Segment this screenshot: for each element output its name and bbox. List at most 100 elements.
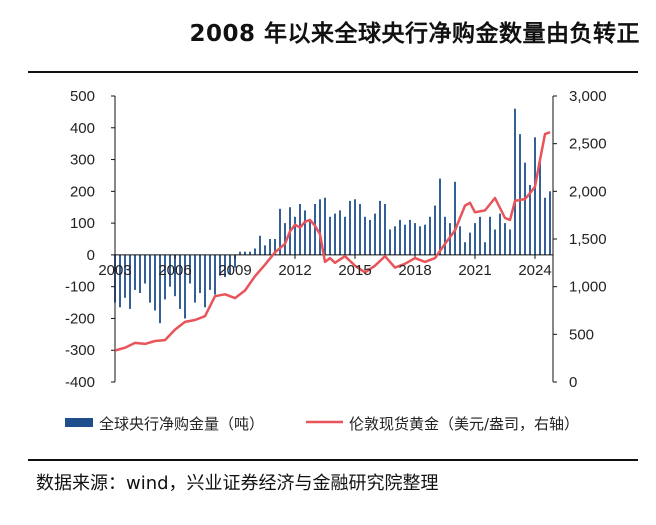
left-tick-label: 100 <box>70 215 95 232</box>
bar <box>284 223 286 255</box>
bar <box>419 226 421 255</box>
bar <box>474 223 476 255</box>
bar <box>134 254 136 290</box>
bar <box>409 219 411 255</box>
right-tick-label: 3,000 <box>569 88 607 105</box>
bar <box>204 254 206 308</box>
bar <box>439 178 441 255</box>
bar <box>189 254 191 284</box>
bar <box>354 199 356 255</box>
left-tick-label: -400 <box>65 374 95 391</box>
bar <box>199 254 201 293</box>
right-tick-label: 2,500 <box>569 136 607 153</box>
tick-labels: -400 -300 -200 -100 0 100 200 300 400 500 0 500 1,00… <box>65 88 607 391</box>
bar <box>359 204 361 255</box>
bar <box>194 254 196 303</box>
bar <box>259 235 261 255</box>
left-tick-label: 300 <box>70 152 95 169</box>
bar <box>364 216 366 255</box>
bar <box>209 254 211 290</box>
bar <box>184 254 186 319</box>
bar <box>119 254 121 308</box>
bar <box>379 200 381 255</box>
bar <box>139 254 141 293</box>
legend-line-label: 伦敦现货黄金（美元/盎司，右轴） <box>349 415 579 433</box>
bar <box>429 216 431 255</box>
bar <box>334 213 336 255</box>
x-tick-label: 2012 <box>278 262 311 279</box>
right-tick-label: 0 <box>569 374 577 391</box>
bar <box>539 159 541 255</box>
left-tick-label: -100 <box>65 279 95 296</box>
bar <box>509 229 511 255</box>
bar <box>144 254 146 284</box>
bar-series <box>114 108 551 324</box>
bar <box>254 248 256 255</box>
bar <box>349 200 351 255</box>
bar <box>224 254 226 278</box>
bar <box>464 242 466 255</box>
bar <box>124 254 126 298</box>
bar <box>274 239 276 255</box>
bar <box>504 223 506 255</box>
bar <box>369 219 371 255</box>
bar <box>234 254 236 268</box>
left-tick-label: 0 <box>87 247 95 264</box>
bar <box>434 205 436 255</box>
bar <box>174 254 176 297</box>
bar <box>229 254 231 274</box>
source-divider <box>28 459 638 461</box>
left-tick-label: -300 <box>65 342 95 359</box>
right-tick-label: 500 <box>569 326 594 343</box>
bar <box>294 216 296 255</box>
bar <box>454 181 456 255</box>
bar <box>244 251 246 255</box>
bar <box>324 197 326 255</box>
source-note: 数据来源：wind，兴业证券经济与金融研究院整理 <box>36 473 439 494</box>
bar <box>154 254 156 311</box>
bar <box>404 224 406 255</box>
bar <box>159 254 161 324</box>
bar <box>494 229 496 255</box>
legend: 全球央行净购金量（吨） 伦敦现货黄金（美元/盎司，右轴） <box>65 415 579 433</box>
bar <box>414 223 416 255</box>
bar <box>549 191 551 255</box>
legend-bar-label: 全球央行净购金量（吨） <box>99 415 264 433</box>
bar <box>374 213 376 255</box>
bar <box>384 204 386 255</box>
bar <box>129 254 131 309</box>
right-tick-label: 1,000 <box>569 279 607 296</box>
bar <box>269 239 271 255</box>
x-tick-label: 2015 <box>338 262 371 279</box>
title-divider <box>28 71 638 73</box>
bar <box>149 254 151 303</box>
bar <box>214 254 216 295</box>
bar <box>469 232 471 255</box>
x-tick-label: 2003 <box>98 262 131 279</box>
gold-price-line <box>114 131 551 352</box>
bar <box>164 254 166 300</box>
x-tick-label: 2009 <box>218 262 251 279</box>
left-tick-label: 500 <box>70 88 95 105</box>
bar <box>389 229 391 255</box>
bar <box>529 185 531 255</box>
bar <box>249 251 251 255</box>
bar <box>444 216 446 255</box>
bar <box>489 216 491 255</box>
bar <box>264 245 266 255</box>
bar <box>519 134 521 255</box>
bar <box>309 219 311 255</box>
bar <box>479 216 481 255</box>
bar <box>239 251 241 255</box>
bar <box>279 208 281 255</box>
x-tick-label: 2021 <box>458 262 491 279</box>
right-tick-label: 2,000 <box>569 183 607 200</box>
bar <box>299 204 301 255</box>
bar <box>314 204 316 255</box>
left-tick-label: -200 <box>65 310 95 327</box>
bar <box>339 210 341 255</box>
legend-bar-swatch <box>65 418 93 427</box>
bar <box>534 137 536 255</box>
bar <box>394 226 396 255</box>
x-tick-label: 2024 <box>518 262 551 279</box>
